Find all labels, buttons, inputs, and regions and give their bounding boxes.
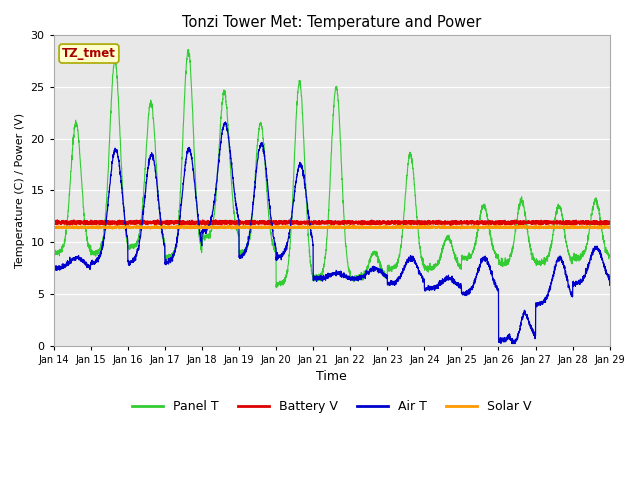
Battery V	[554, 218, 561, 224]
Air T	[221, 119, 229, 125]
Air T	[508, 341, 516, 347]
Air T	[554, 257, 561, 263]
Battery V	[212, 217, 220, 223]
Panel T	[185, 47, 193, 53]
Solar V	[386, 225, 394, 230]
Solar V	[605, 224, 613, 230]
Battery V	[605, 220, 613, 226]
Air T	[605, 276, 613, 281]
Battery V	[50, 219, 58, 225]
Panel T	[387, 265, 394, 271]
Panel T	[50, 249, 58, 254]
Solar V	[205, 225, 213, 231]
Line: Air T: Air T	[54, 122, 610, 344]
Panel T	[169, 250, 177, 255]
Battery V	[205, 220, 213, 226]
Solar V	[169, 225, 177, 230]
Air T	[50, 265, 58, 271]
Y-axis label: Temperature (C) / Power (V): Temperature (C) / Power (V)	[15, 113, 25, 268]
Title: Tonzi Tower Met: Temperature and Power: Tonzi Tower Met: Temperature and Power	[182, 15, 481, 30]
Battery V	[447, 222, 454, 228]
Solar V	[109, 226, 116, 231]
Battery V	[386, 219, 394, 225]
Solar V	[50, 225, 58, 230]
Solar V	[396, 225, 404, 230]
Panel T	[273, 285, 280, 291]
Panel T	[554, 210, 561, 216]
Panel T	[205, 233, 213, 239]
Text: TZ_tmet: TZ_tmet	[62, 47, 116, 60]
Solar V	[424, 223, 432, 228]
Air T	[205, 224, 213, 229]
Solar V	[554, 225, 561, 230]
X-axis label: Time: Time	[316, 370, 347, 383]
Panel T	[606, 252, 614, 258]
Line: Battery V: Battery V	[54, 220, 610, 225]
Air T	[386, 280, 394, 286]
Line: Panel T: Panel T	[54, 50, 610, 288]
Solar V	[606, 224, 614, 230]
Air T	[169, 254, 177, 260]
Battery V	[169, 219, 177, 225]
Battery V	[606, 219, 614, 225]
Air T	[396, 274, 404, 280]
Battery V	[396, 221, 404, 227]
Panel T	[605, 252, 613, 258]
Line: Solar V: Solar V	[54, 226, 610, 228]
Legend: Panel T, Battery V, Air T, Solar V: Panel T, Battery V, Air T, Solar V	[127, 396, 536, 418]
Panel T	[396, 251, 404, 257]
Air T	[606, 282, 614, 288]
